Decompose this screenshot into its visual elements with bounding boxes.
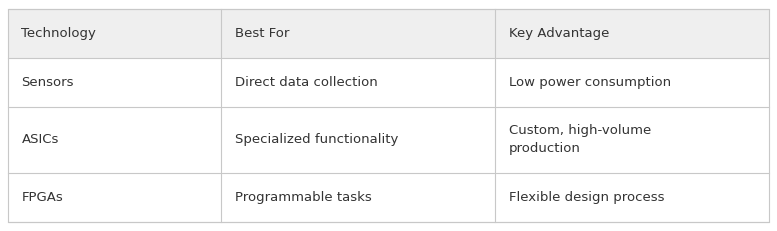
Text: Best For: Best For	[235, 27, 289, 40]
Text: ASICs: ASICs	[22, 133, 59, 146]
Bar	[8, 173, 221, 222]
Text: Technology: Technology	[22, 27, 96, 40]
Bar	[221, 58, 495, 107]
Bar	[495, 9, 769, 58]
Bar	[221, 9, 495, 58]
Text: Direct data collection: Direct data collection	[235, 76, 378, 89]
Text: Specialized functionality: Specialized functionality	[235, 133, 398, 146]
Text: FPGAs: FPGAs	[22, 191, 63, 204]
Bar	[221, 173, 495, 222]
Text: Custom, high-volume
production: Custom, high-volume production	[509, 124, 651, 155]
Text: Key Advantage: Key Advantage	[509, 27, 609, 40]
Text: Flexible design process: Flexible design process	[509, 191, 664, 204]
Bar	[8, 107, 221, 173]
Bar	[221, 107, 495, 173]
Text: Programmable tasks: Programmable tasks	[235, 191, 371, 204]
Bar	[495, 58, 769, 107]
Text: Sensors: Sensors	[22, 76, 74, 89]
Bar	[495, 173, 769, 222]
Text: Low power consumption: Low power consumption	[509, 76, 671, 89]
Bar	[8, 9, 221, 58]
Bar	[8, 58, 221, 107]
Bar	[495, 107, 769, 173]
